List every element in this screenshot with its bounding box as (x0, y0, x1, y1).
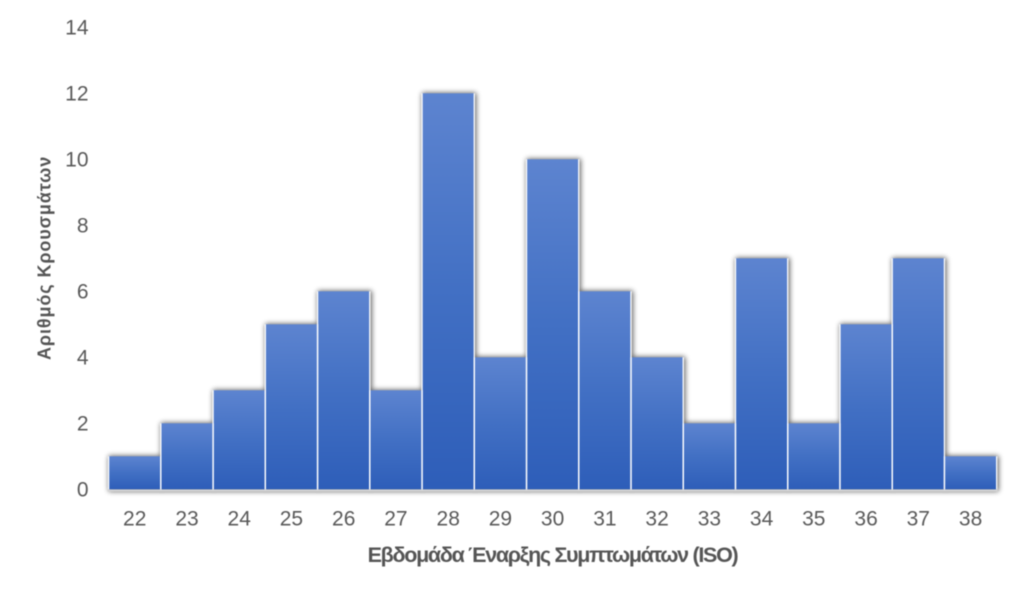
svg-text:0: 0 (77, 478, 89, 501)
svg-text:Εβδομάδα Έναρξης Συμπτωμάτων (: Εβδομάδα Έναρξης Συμπτωμάτων (ISO) (368, 543, 739, 567)
svg-text:6: 6 (77, 280, 89, 303)
svg-text:28: 28 (437, 507, 460, 530)
svg-text:8: 8 (77, 214, 89, 237)
svg-text:24: 24 (228, 507, 252, 530)
svg-text:35: 35 (802, 507, 825, 530)
svg-text:29: 29 (489, 507, 512, 530)
svg-text:25: 25 (280, 507, 303, 530)
svg-text:31: 31 (593, 507, 616, 530)
svg-text:33: 33 (698, 507, 721, 530)
svg-text:10: 10 (65, 148, 88, 171)
svg-text:30: 30 (541, 507, 564, 530)
svg-text:14: 14 (65, 16, 89, 39)
svg-text:Αριθμός Κρουσμάτων: Αριθμός Κρουσμάτων (35, 156, 55, 360)
svg-text:36: 36 (854, 507, 877, 530)
svg-text:27: 27 (384, 507, 407, 530)
svg-text:2: 2 (77, 412, 89, 435)
svg-text:23: 23 (175, 507, 198, 530)
svg-text:22: 22 (123, 507, 146, 530)
svg-text:26: 26 (332, 507, 355, 530)
svg-text:32: 32 (645, 507, 668, 530)
svg-text:12: 12 (65, 82, 88, 105)
svg-text:38: 38 (959, 507, 982, 530)
svg-text:37: 37 (907, 507, 930, 530)
svg-text:4: 4 (77, 346, 89, 369)
svg-text:34: 34 (750, 507, 774, 530)
